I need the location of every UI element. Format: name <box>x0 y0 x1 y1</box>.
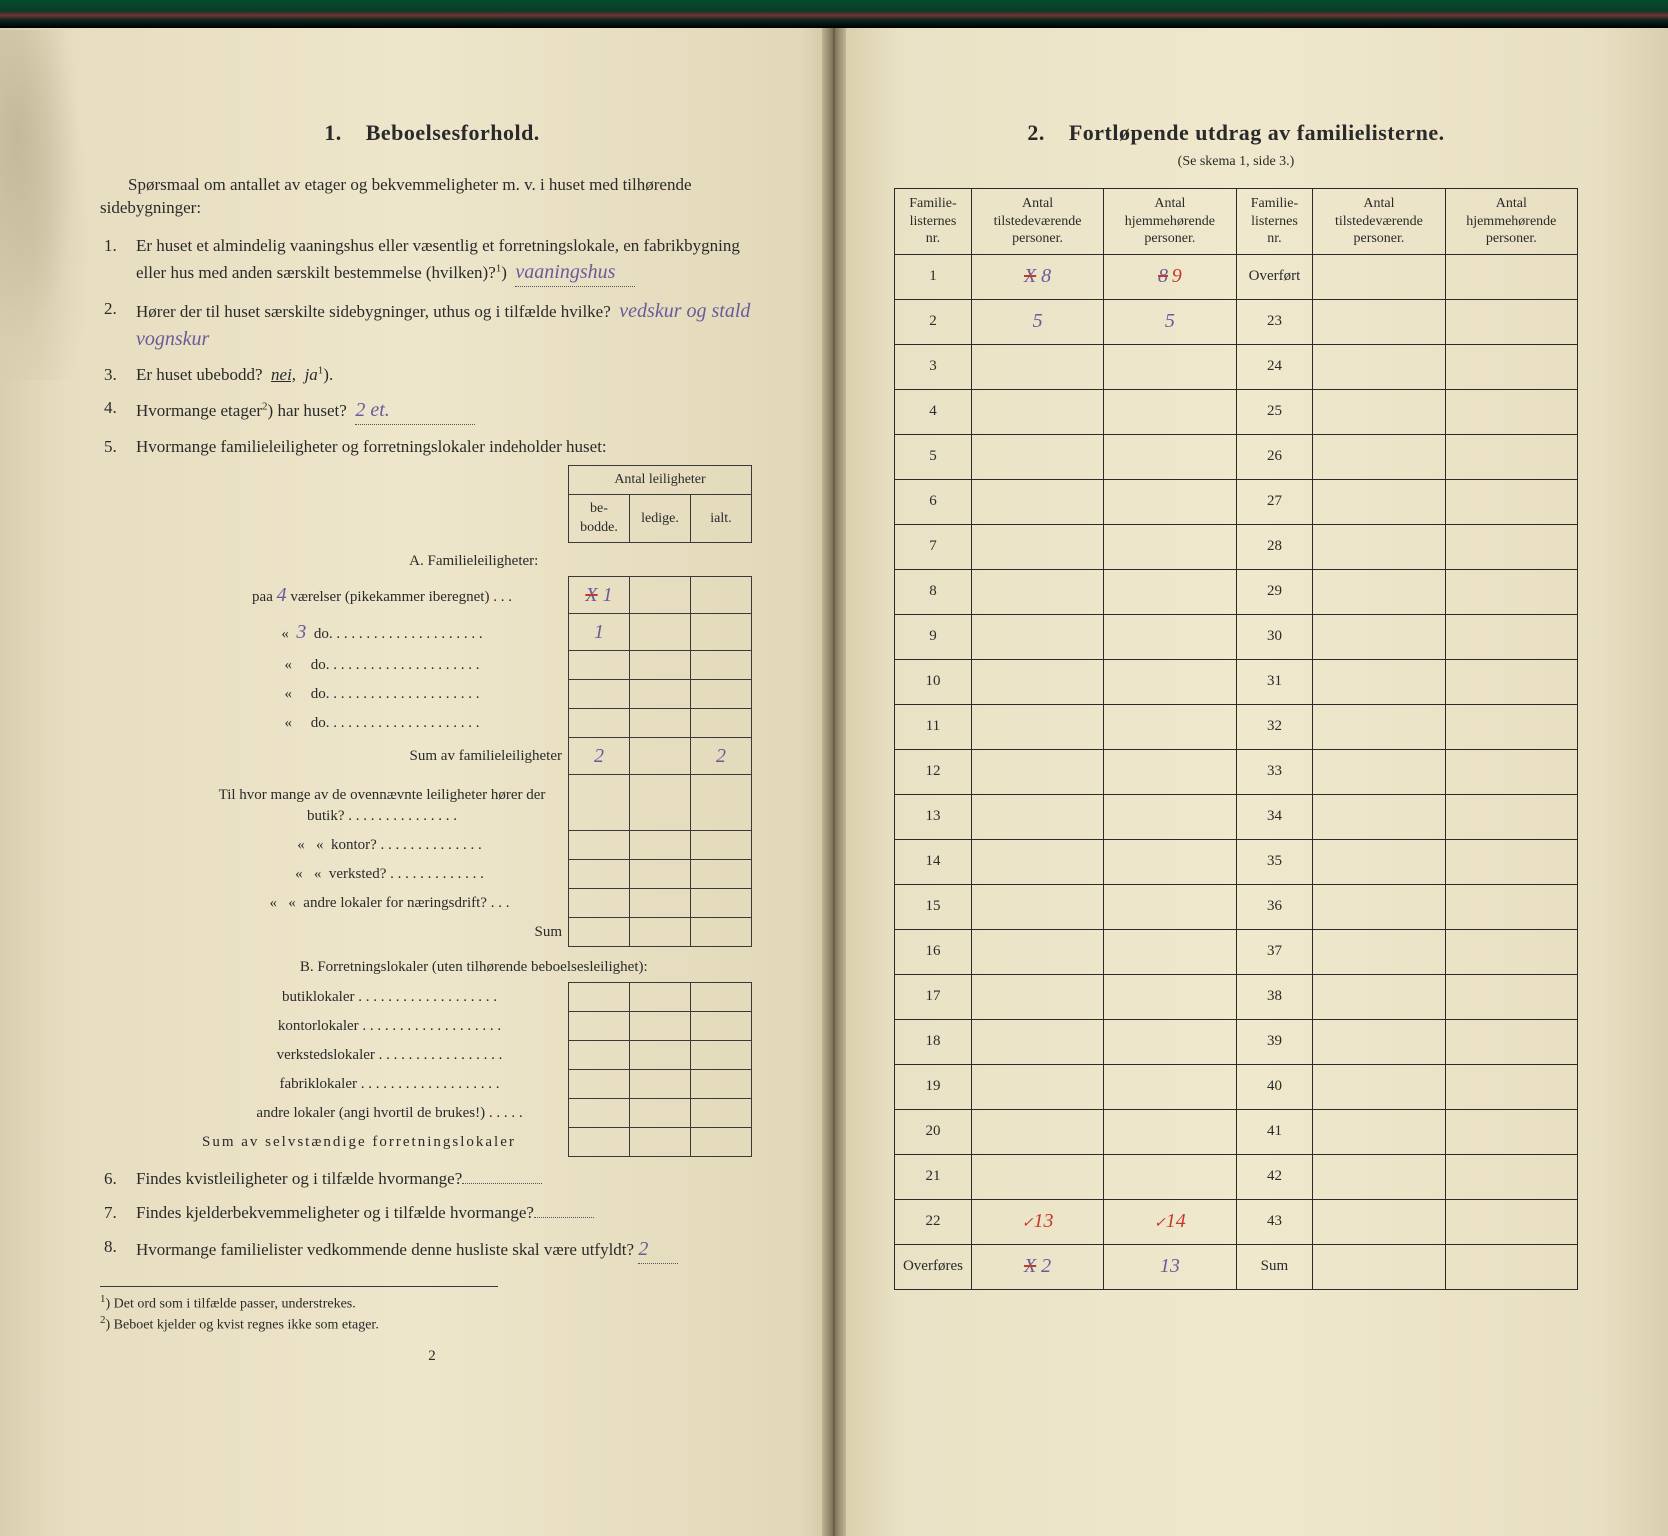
table-row: 25523 <box>895 299 1578 344</box>
footnotes: 1) Det ord som i tilfælde passer, unders… <box>100 1286 498 1334</box>
q6: Findes kvistleiligheter og i tilfælde hv… <box>100 1167 764 1191</box>
A-row-4: « do. . . . . . . . . . . . . . . . . . … <box>196 680 752 709</box>
question-list: Er huset et almindelig vaaningshus eller… <box>100 234 764 1264</box>
A-sub-intro: Til hvor mange av de ovennævnte leilighe… <box>196 775 569 831</box>
table-row: 1435 <box>895 839 1578 884</box>
A-title: A. Familieleiligheter: <box>196 543 752 577</box>
A1-be: X 1 <box>585 584 612 606</box>
table-row: 22✓13✓1443 <box>895 1199 1578 1244</box>
col-bebodde: be-bodde. <box>569 494 630 542</box>
table-row: 324 <box>895 344 1578 389</box>
table-row: 425 <box>895 389 1578 434</box>
col-ialt: ialt. <box>691 494 752 542</box>
hdr-hjemme-right: Antalhjemmehørendepersoner. <box>1445 189 1577 255</box>
A-sum-be: 2 <box>594 745 604 767</box>
right-section-no: 2. <box>1027 120 1045 145</box>
q7: Findes kjelderbekvemmeligheter og i tilf… <box>100 1201 764 1225</box>
left-section-name: Beboelsesforhold. <box>366 120 540 145</box>
hdr-nr-right: Familie-listernesnr. <box>1236 189 1313 255</box>
B-title: B. Forretningslokaler (uten tilhørende b… <box>196 947 752 983</box>
table-row: 526 <box>895 434 1578 479</box>
table-row: 1031 <box>895 659 1578 704</box>
family-table: Familie-listernesnr. Antaltilstedeværend… <box>894 188 1578 1290</box>
A-sum-ialt: 2 <box>716 745 726 767</box>
table-row: 1839 <box>895 1019 1578 1064</box>
A-row-2: « 3 do. . . . . . . . . . . . . . . . . … <box>196 614 752 651</box>
table-row: 1637 <box>895 929 1578 974</box>
inner-header: Antal leiligheter <box>569 466 752 495</box>
inner-table-wrap: Antal leiligheter be-bodde. ledige. ialt… <box>196 465 764 1157</box>
table-row: 829 <box>895 569 1578 614</box>
table-row: 1X 88 9Overført <box>895 254 1578 299</box>
hdr-tilstede-right: Antaltilstedeværendepersoner. <box>1313 189 1445 255</box>
fn-ref-1: 1 <box>496 262 502 274</box>
hdr-hjemme-left: Antalhjemmehørendepersoner. <box>1104 189 1236 255</box>
book-spread: 1. Beboelsesforhold. Spørsmaal om antall… <box>0 0 1668 1536</box>
A-sum-row: Sum av familieleiligheter 2 2 <box>196 738 752 775</box>
q2: Hører der til huset særskilte sidebygnin… <box>100 297 764 353</box>
left-page: 1. Beboelsesforhold. Spørsmaal om antall… <box>0 0 834 1536</box>
footnote-2: 2) Beboet kjelder og kvist regnes ikke s… <box>100 1314 498 1334</box>
q4: Hvormange etager2) har huset? 2 et. <box>100 396 764 425</box>
table-row: 2142 <box>895 1154 1578 1199</box>
scanner-top-band <box>0 0 1668 28</box>
family-body: 1X 88 9Overført2552332442552662772882993… <box>895 254 1578 1289</box>
table-row: 1233 <box>895 749 1578 794</box>
overfores-row: OverføresX 213Sum <box>895 1244 1578 1289</box>
leiligheter-table: Antal leiligheter be-bodde. ledige. ialt… <box>196 465 752 1157</box>
intro-text: Spørsmaal om antallet av etager og bekve… <box>100 174 764 220</box>
right-page: 2. Fortløpende utdrag av familielisterne… <box>834 0 1668 1536</box>
A-row-1: paa 4 værelser (pikekammer iberegnet) . … <box>196 577 752 614</box>
left-section-no: 1. <box>324 120 342 145</box>
A-row-5: « do. . . . . . . . . . . . . . . . . . … <box>196 709 752 738</box>
A-row-3: « do. . . . . . . . . . . . . . . . . . … <box>196 651 752 680</box>
q3-ja: ja <box>305 365 318 384</box>
left-section-title: 1. Beboelsesforhold. <box>100 120 764 146</box>
q3: Er huset ubebodd? nei, ja1). <box>100 363 764 387</box>
footnote-1: 1) Det ord som i tilfælde passer, unders… <box>100 1293 498 1313</box>
table-row: 728 <box>895 524 1578 569</box>
table-row: 930 <box>895 614 1578 659</box>
q8-answer: 2 <box>638 1235 678 1264</box>
q1-answer: vaaningshus <box>515 258 635 287</box>
table-row: 2041 <box>895 1109 1578 1154</box>
q1: Er huset et almindelig vaaningshus eller… <box>100 234 764 287</box>
table-row: 627 <box>895 479 1578 524</box>
right-subtitle: (Se skema 1, side 3.) <box>894 154 1578 170</box>
right-section-name: Fortløpende utdrag av familielisterne. <box>1069 120 1445 145</box>
hdr-nr-left: Familie-listernesnr. <box>895 189 972 255</box>
table-row: 1738 <box>895 974 1578 1019</box>
q3-nei: nei, <box>271 365 296 384</box>
q5: Hvormange familieleiligheter og forretni… <box>100 435 764 1157</box>
q4-answer: 2 et. <box>355 396 475 425</box>
table-row: 1334 <box>895 794 1578 839</box>
q8: Hvormange familielister vedkommende denn… <box>100 1235 764 1264</box>
left-page-number: 2 <box>100 1348 764 1365</box>
hdr-tilstede-left: Antaltilstedeværendepersoner. <box>971 189 1103 255</box>
A2-be: 1 <box>594 621 604 643</box>
table-row: 1536 <box>895 884 1578 929</box>
col-ledige: ledige. <box>630 494 691 542</box>
right-section-title: 2. Fortløpende utdrag av familielisterne… <box>894 120 1578 146</box>
table-row: 1132 <box>895 704 1578 749</box>
table-row: 1940 <box>895 1064 1578 1109</box>
